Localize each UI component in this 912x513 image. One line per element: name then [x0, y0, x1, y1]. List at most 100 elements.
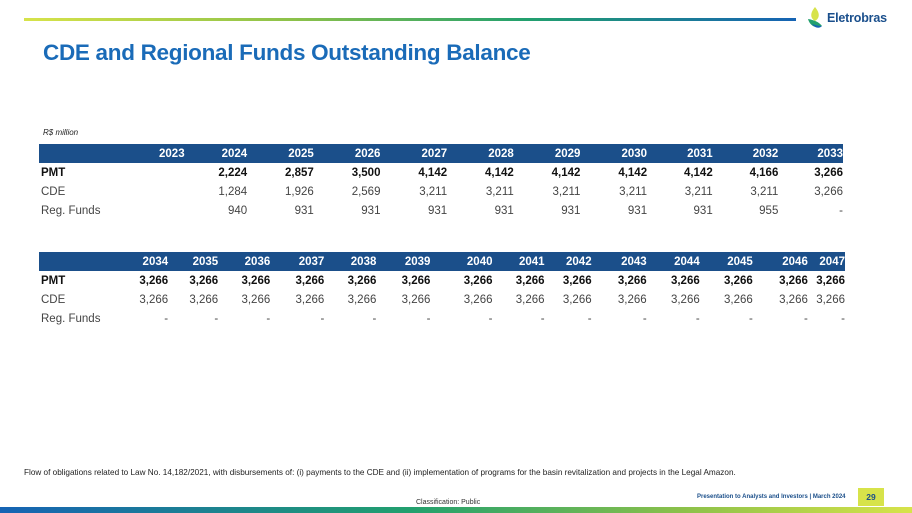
year-header-2030: 2030: [580, 144, 648, 163]
year-header-2034: 2034: [119, 252, 169, 271]
table-row: CDE 3,266 3,266 3,266 3,266 3,266 3,266 3,266 3,…: [39, 290, 845, 309]
table-cell: 3,266: [295, 274, 325, 287]
balance-table-2034-2047: 2034 2035 2036 2037 2038 2039 2040 2041 2042 2043…: [39, 252, 845, 328]
table-cell: [121, 163, 185, 182]
year-header-2027: 2027: [380, 144, 448, 163]
table-row: Reg. Funds - - - - - - - - - - - - - -: [39, 309, 845, 328]
table-cell: 3,266: [295, 293, 325, 306]
table-cell: -: [804, 312, 808, 325]
table-cell: 3,266: [816, 293, 845, 306]
year-header-2041: 2041: [492, 252, 545, 271]
table-cell: 3,266: [515, 293, 545, 306]
year-header-2039: 2039: [376, 252, 431, 271]
presentation-label: Presentation to Analysts and Investors |…: [697, 494, 846, 500]
table-cell: 3,266: [562, 274, 592, 287]
table-row: Reg. Funds 940 931 931 931 931 931 931 931 955 -: [39, 201, 843, 220]
table-cell: -: [214, 312, 219, 325]
page-title: CDE and Regional Funds Outstanding Balan…: [43, 40, 531, 65]
table-cell: 3,266: [617, 274, 647, 287]
table-cell: -: [488, 312, 493, 325]
footnote: Flow of obligations related to Law No. 1…: [24, 468, 736, 477]
table-cell: 931: [561, 204, 581, 217]
table-cell: 3,266: [515, 274, 545, 287]
table-cell: -: [320, 312, 325, 325]
table-cell: 940: [227, 204, 248, 217]
header-blank-cell: [39, 252, 120, 271]
table-cell: 3,266: [670, 293, 700, 306]
table-cell: 931: [427, 204, 448, 217]
table-cell: 931: [693, 204, 713, 217]
table-cell: 3,211: [619, 185, 648, 198]
table-cell: 4,142: [683, 166, 713, 179]
row-label: CDE: [41, 293, 66, 306]
table-cell: 4,142: [485, 166, 514, 179]
year-header-2023: 2023: [121, 144, 185, 163]
unit-label: R$ million: [43, 128, 79, 137]
table-cell: 2,569: [351, 185, 381, 198]
table-cell: 3,266: [724, 293, 753, 306]
table-cell: 3,211: [419, 185, 448, 198]
table-cell: 3,266: [139, 293, 169, 306]
header-blank-cell: [39, 144, 122, 163]
table-row: PMT 2,224 2,857 3,500 4,142 4,142 4,142 4,142 4,…: [39, 163, 843, 182]
table-cell: 3,211: [552, 185, 581, 198]
row-label: PMT: [41, 274, 66, 287]
table-cell: 931: [294, 204, 314, 217]
logo-text: Eletrobras: [827, 11, 887, 25]
table-cell: 3,266: [562, 293, 592, 306]
year-header-2045: 2045: [699, 252, 753, 271]
table-cell: 4,142: [551, 166, 581, 179]
table-cell: 3,211: [684, 185, 713, 198]
table-cell: 1,926: [285, 185, 314, 198]
table-row: CDE 1,284 1,926 2,569 3,211 3,211 3,211 3,211 3,…: [39, 182, 843, 201]
table-cell: 3,266: [401, 274, 431, 287]
year-header-2026: 2026: [313, 144, 381, 163]
year-header-2033: 2033: [778, 144, 843, 163]
year-header-2024: 2024: [184, 144, 248, 163]
table-cell: 3,266: [347, 293, 377, 306]
table-cell: 3,500: [351, 166, 381, 179]
top-gradient-line: [24, 18, 796, 21]
table-cell: 3,266: [463, 274, 493, 287]
table-cell: [121, 182, 185, 201]
row-label: Reg. Funds: [41, 312, 101, 325]
year-header-2036: 2036: [218, 252, 271, 271]
year-header-2031: 2031: [647, 144, 713, 163]
table-cell: [121, 201, 185, 220]
table-cell: 931: [494, 204, 514, 217]
table-cell: -: [839, 204, 843, 217]
table-cell: 931: [361, 204, 381, 217]
table-cell: 3,266: [816, 274, 845, 287]
table-cell: -: [695, 312, 700, 325]
table-header-row: 2034 2035 2036 2037 2038 2039 2040 2041 2042 2043…: [39, 252, 845, 271]
table-cell: 3,266: [241, 293, 271, 306]
table-header-row: 2023 2024 2025 2026 2027 2028 2029 2030 2031 2032…: [39, 144, 843, 163]
table-cell: 3,266: [347, 274, 377, 287]
year-header-2038: 2038: [324, 252, 377, 271]
table-cell: -: [266, 312, 271, 325]
table-cell: 931: [627, 204, 648, 217]
table-cell: 4,142: [418, 166, 448, 179]
row-label: CDE: [41, 185, 66, 198]
year-header-2043: 2043: [591, 252, 647, 271]
table-cell: -: [372, 312, 377, 325]
table-cell: -: [841, 312, 845, 325]
classification-label: Classification: Public: [416, 499, 481, 506]
bottom-gradient-bar: [0, 507, 912, 513]
table-cell: -: [587, 312, 592, 325]
table-cell: 3,211: [750, 185, 779, 198]
table-cell: -: [642, 312, 647, 325]
year-header-2046: 2046: [752, 252, 808, 271]
year-header-2028: 2028: [447, 144, 514, 163]
year-header-2029: 2029: [513, 144, 581, 163]
table-cell: 3,266: [189, 274, 219, 287]
table-cell: 2,224: [218, 166, 248, 179]
table-cell: 4,142: [618, 166, 648, 179]
row-label: Reg. Funds: [41, 204, 101, 217]
year-header-2037: 2037: [270, 252, 325, 271]
table-row: PMT 3,266 3,266 3,266 3,266 3,266 3,266 3,266 3,…: [39, 271, 845, 290]
table-cell: -: [748, 312, 753, 325]
table-cell: -: [164, 312, 169, 325]
eletrobras-logo: Eletrobras: [806, 5, 906, 31]
table-cell: 3,266: [779, 274, 808, 287]
